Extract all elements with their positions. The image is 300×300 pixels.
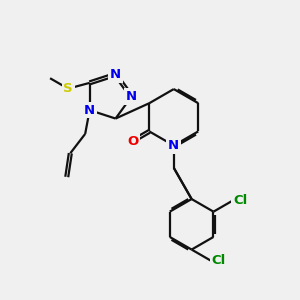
Text: N: N	[126, 90, 137, 103]
Text: Cl: Cl	[211, 254, 226, 267]
Text: N: N	[110, 68, 121, 81]
Text: O: O	[127, 135, 138, 148]
Text: S: S	[63, 82, 73, 95]
Text: Cl: Cl	[233, 194, 247, 207]
Text: N: N	[84, 103, 95, 117]
Text: N: N	[168, 139, 179, 152]
